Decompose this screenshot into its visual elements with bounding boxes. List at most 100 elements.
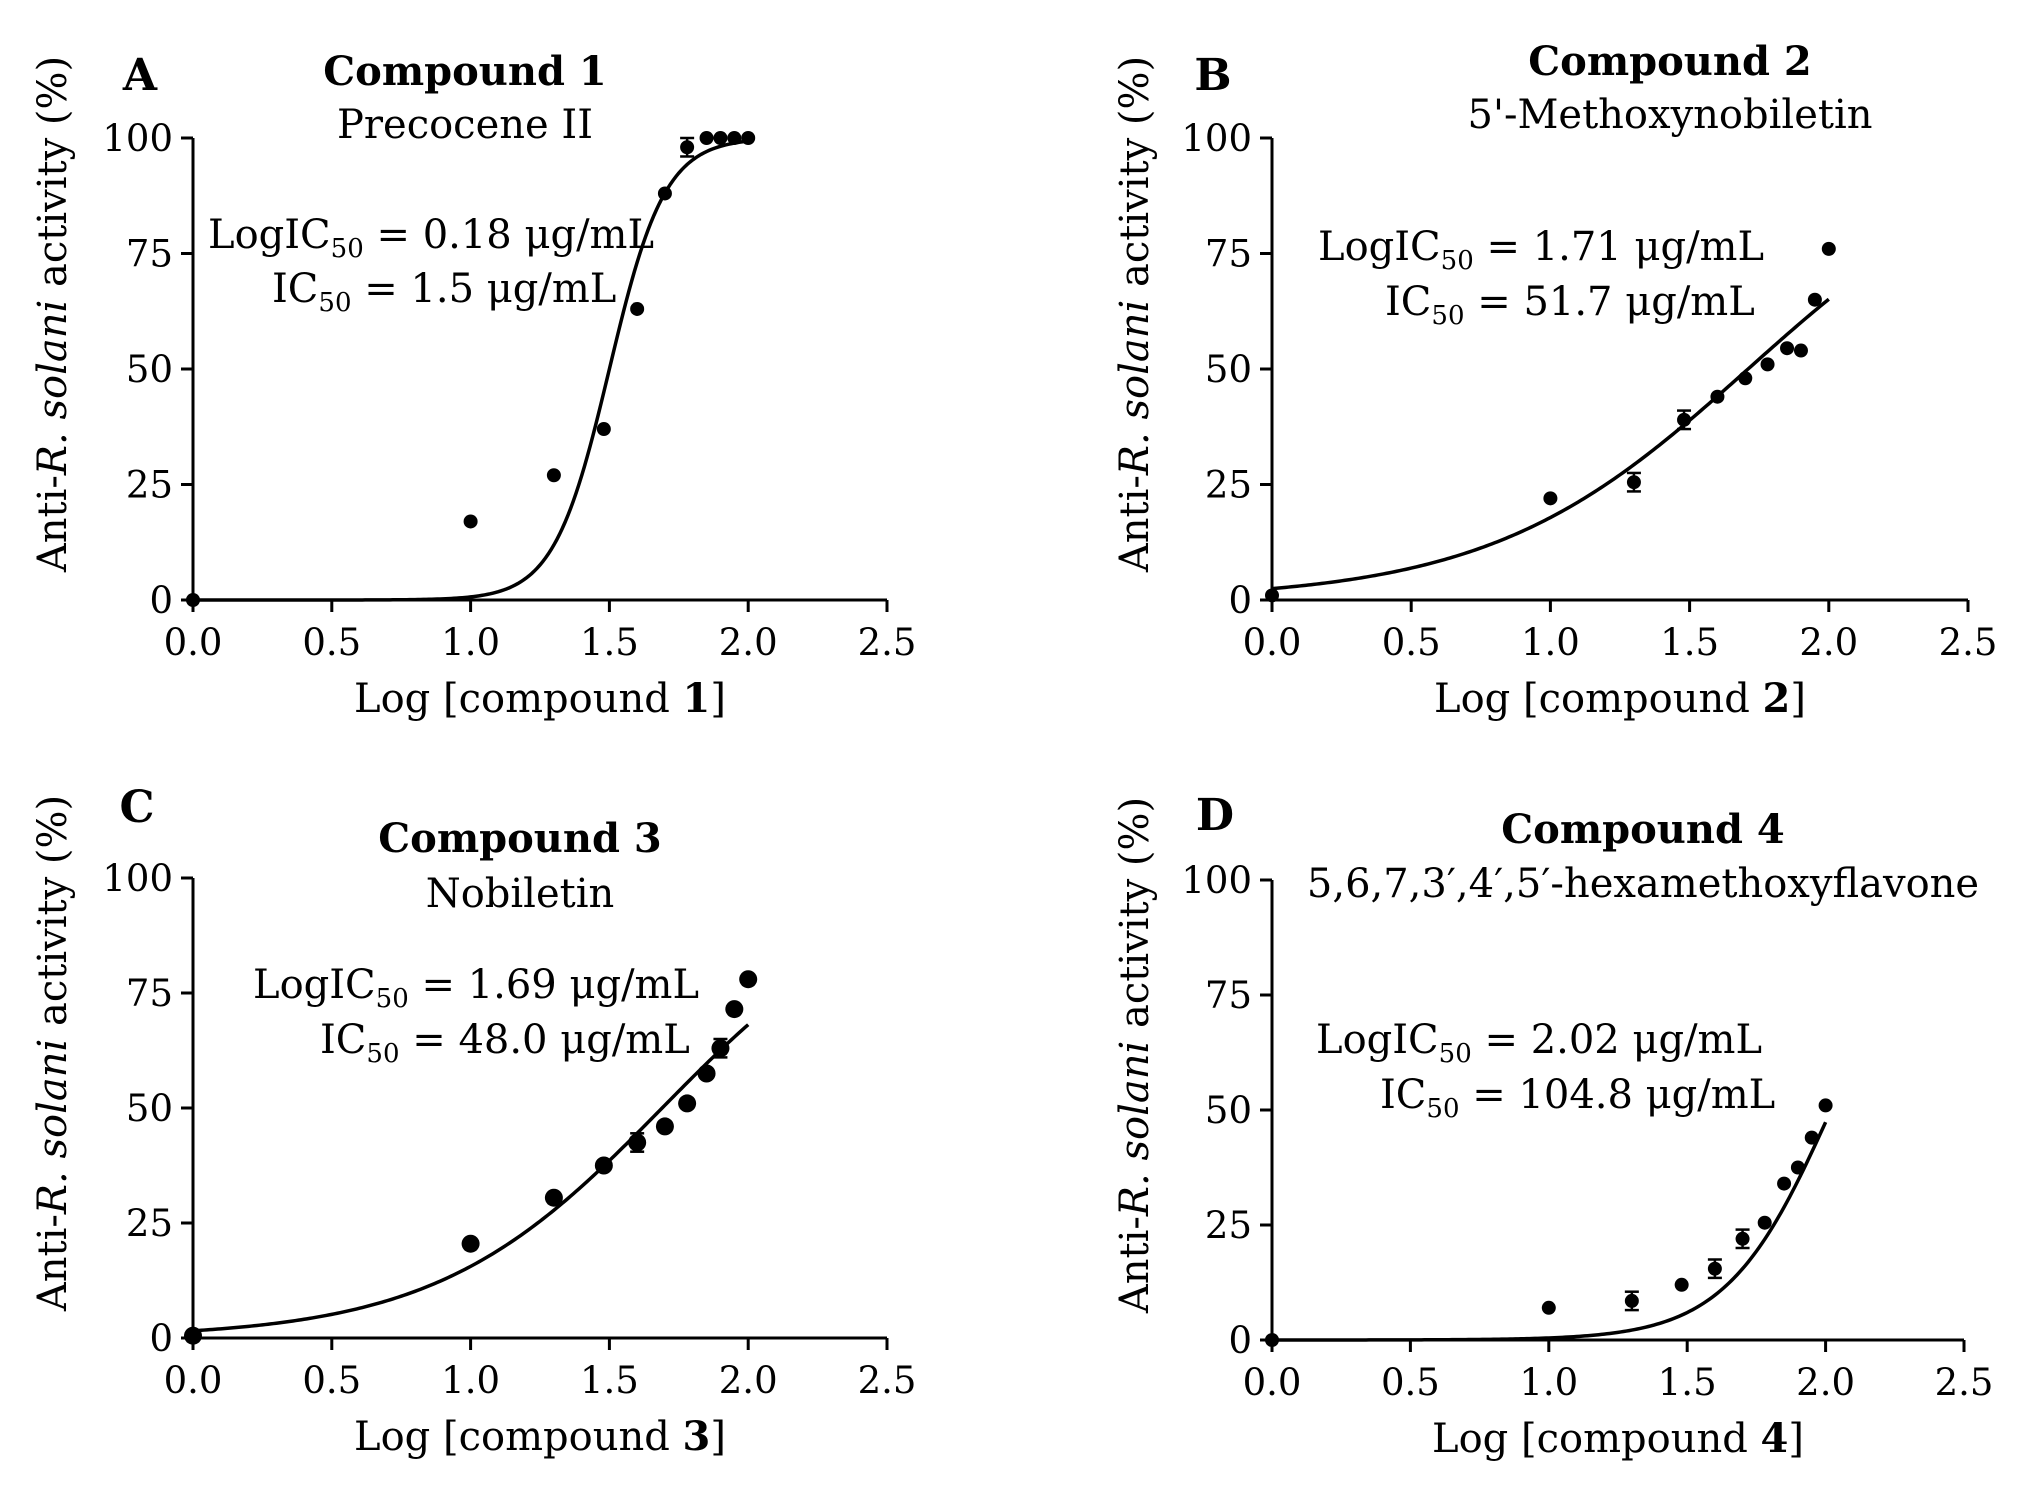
- x-tick-label: 2.5: [858, 621, 917, 664]
- data-point: [713, 131, 728, 145]
- y-tick-label: 100: [1181, 859, 1252, 902]
- panel-d: D Compound 4 5,6,7,3′,4′,5′-hexamethoxyfla…: [1112, 790, 1993, 1462]
- data-point: [1265, 1333, 1279, 1347]
- x-tick-label: 2.0: [1799, 621, 1858, 664]
- log-ic50-annotation: LogIC50 = 1.69 μg/mL: [253, 962, 699, 1014]
- fit-curve: [1271, 297, 1830, 591]
- y-tick-label: 0: [1228, 579, 1252, 622]
- data-point: [727, 131, 742, 145]
- data-point: [699, 131, 714, 145]
- x-tick-label: 0.5: [302, 621, 361, 664]
- ic50-annotation: IC50 = 51.7 μg/mL: [1385, 279, 1755, 331]
- x-tick-label: 2.5: [858, 1359, 917, 1402]
- data-point: [1793, 343, 1808, 358]
- y-axis-label: Anti-R. solani activity (%): [1112, 797, 1158, 1314]
- x-axis-label: Log [compound 3]: [354, 1413, 726, 1460]
- chart-title: Compound 4: [1501, 806, 1784, 853]
- x-tick-label: 2.0: [719, 1359, 778, 1402]
- y-tick-label: 0: [149, 579, 173, 622]
- log-ic50-annotation: LogIC50 = 1.71 μg/mL: [1318, 224, 1764, 276]
- data-point: [1760, 357, 1775, 372]
- data-point: [680, 140, 695, 155]
- x-tick-label: 1.5: [580, 1359, 639, 1402]
- y-tick-label: 50: [1205, 348, 1252, 391]
- x-tick-label: 1.0: [441, 621, 500, 664]
- data-point: [741, 131, 756, 145]
- chart-title: Compound 3: [378, 815, 661, 862]
- x-tick-label: 0.5: [1381, 1361, 1440, 1404]
- x-axis-label: Log [compound 1]: [354, 675, 726, 722]
- data-point: [725, 1000, 744, 1019]
- data-point: [186, 593, 200, 607]
- x-tick-label: 2.0: [1796, 1361, 1855, 1404]
- data-point: [1626, 475, 1641, 490]
- fit-curve: [192, 1023, 750, 1333]
- x-tick-label: 2.5: [1935, 1361, 1994, 1404]
- data-point: [1821, 241, 1836, 256]
- y-tick-label: 100: [102, 857, 173, 900]
- data-point: [1807, 292, 1822, 307]
- data-point: [739, 970, 758, 989]
- y-tick-label: 75: [126, 233, 173, 276]
- chart-subtitle: Precocene II: [337, 102, 593, 148]
- ic50-annotation: IC50 = 48.0 μg/mL: [320, 1017, 690, 1069]
- x-tick-label: 1.0: [1521, 621, 1580, 664]
- y-tick-label: 0: [149, 1317, 173, 1360]
- data-point: [711, 1039, 730, 1058]
- x-tick-label: 0.0: [1243, 1361, 1302, 1404]
- y-tick-label: 75: [1205, 233, 1252, 276]
- ic50-annotation: IC50 = 104.8 μg/mL: [1380, 1072, 1775, 1124]
- data-point: [1543, 491, 1558, 506]
- data-point: [594, 1156, 613, 1175]
- data-point: [1738, 371, 1753, 386]
- y-tick-label: 25: [126, 1202, 173, 1245]
- y-tick-label: 25: [1205, 1204, 1252, 1247]
- x-tick-label: 0.0: [164, 1359, 223, 1402]
- x-tick-label: 0.0: [1243, 621, 1302, 664]
- x-tick-label: 1.5: [1660, 621, 1719, 664]
- chart-title: Compound 2: [1528, 38, 1811, 85]
- panel-label: A: [122, 50, 158, 101]
- x-tick-label: 1.0: [441, 1359, 500, 1402]
- panel-label: C: [119, 782, 154, 833]
- data-point: [596, 422, 611, 437]
- x-tick-label: 0.5: [1382, 621, 1441, 664]
- data-point: [1804, 1130, 1819, 1145]
- x-tick-label: 1.0: [1519, 1361, 1578, 1404]
- data-point: [655, 1117, 674, 1136]
- y-tick-label: 75: [1205, 974, 1252, 1017]
- x-tick-label: 1.5: [1658, 1361, 1717, 1404]
- panel-label: D: [1196, 790, 1234, 841]
- data-point: [546, 468, 561, 483]
- y-tick-label: 25: [1205, 464, 1252, 507]
- data-point: [1735, 1231, 1750, 1246]
- panel-c: C Compound 3 Nobiletin 0 25 50 75 100 0.0 0.5 1.0 1…: [30, 782, 916, 1460]
- x-tick-label: 1.5: [580, 621, 639, 664]
- chart-subtitle: 5,6,7,3′,4′,5′-hexamethoxyflavone: [1307, 861, 1979, 907]
- data-point: [628, 1133, 647, 1152]
- fit-curve: [193, 139, 749, 602]
- data-point: [1818, 1098, 1833, 1113]
- data-point: [1707, 1261, 1722, 1276]
- y-tick-label: 25: [126, 464, 173, 507]
- data-point: [544, 1188, 563, 1207]
- data-point: [1780, 341, 1795, 356]
- y-tick-label: 100: [102, 117, 173, 160]
- x-axis-label: Log [compound 4]: [1432, 1415, 1804, 1462]
- chart-subtitle: 5'-Methoxynobiletin: [1468, 92, 1873, 138]
- data-point: [1757, 1215, 1772, 1230]
- y-axis-label: Anti-R. solani activity (%): [30, 56, 76, 573]
- data-point: [1674, 1277, 1689, 1292]
- x-axis-label: Log [compound 2]: [1434, 675, 1806, 722]
- y-tick-label: 0: [1228, 1319, 1252, 1362]
- chart-subtitle: Nobiletin: [426, 871, 615, 917]
- data-point: [697, 1064, 716, 1083]
- y-tick-label: 50: [126, 348, 173, 391]
- data-point: [463, 514, 478, 529]
- log-ic50-annotation: LogIC50 = 2.02 μg/mL: [1316, 1017, 1762, 1069]
- y-tick-label: 100: [1181, 117, 1252, 160]
- ic50-annotation: IC50 = 1.5 μg/mL: [272, 266, 616, 318]
- panel-b: B Compound 2 5'-Methoxynobiletin 0 25 50 75 100…: [1112, 38, 1997, 722]
- y-axis-label: Anti-R. solani activity (%): [30, 795, 76, 1312]
